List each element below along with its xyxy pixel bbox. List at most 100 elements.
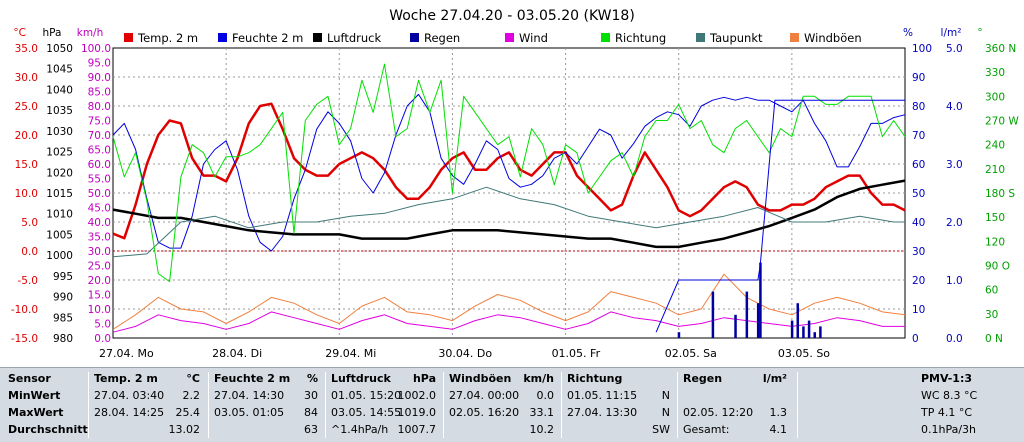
rain-bar xyxy=(745,291,749,338)
rain-bar xyxy=(759,262,762,338)
row-label: MinWert xyxy=(8,389,61,402)
humidity-tick-label: 60 xyxy=(912,159,925,171)
humidity-tick-label: 0 xyxy=(912,333,919,345)
temp-tick-label: 20.0 xyxy=(15,130,38,142)
pressure-tick-label: 1040 xyxy=(46,84,73,96)
rain-tick-label: 4.0 xyxy=(946,101,963,113)
legend-label: Feuchte 2 m xyxy=(232,31,303,45)
pmv-min: WC 8.3 °C xyxy=(797,387,1024,404)
taupunkt-series xyxy=(112,186,905,258)
row-label-avg: Durchschnitt xyxy=(0,421,88,438)
wind-tick-label: 30.0 xyxy=(88,246,111,258)
stat-avg: 63 xyxy=(208,421,324,438)
stat-value: 1019.0 xyxy=(397,406,437,419)
column-separator xyxy=(443,372,444,438)
legend-swatch xyxy=(790,33,799,42)
stat-column: Richtung 01.05. 11:15 N 27.04. 13:30 N SW xyxy=(561,368,676,442)
row-label: Durchschnitt xyxy=(8,423,88,436)
pressure-tick-label: 1030 xyxy=(46,126,73,138)
pmv-title: PMV-1:3 xyxy=(797,370,1024,387)
pressure-tick-label: 985 xyxy=(53,312,73,324)
x-tick-label: 27.04. Mo xyxy=(99,347,154,360)
regen-series xyxy=(655,99,905,333)
column-separator xyxy=(88,372,89,438)
stat-min: 01.05. 15:20 1002.0 xyxy=(325,387,442,404)
pressure-tick-label: 1025 xyxy=(46,147,73,159)
pmv-value: TP 4.1 °C xyxy=(921,406,973,419)
stat-title: Feuchte 2 m xyxy=(214,372,291,385)
stat-value: 2.2 xyxy=(182,389,201,402)
column-separator xyxy=(677,372,678,438)
x-tick-label: 28.04. Di xyxy=(212,347,262,360)
pressure-tick-label: 1005 xyxy=(46,229,73,241)
rain-tick-label: 1.0 xyxy=(946,275,963,287)
direction-tick-label: 90 O xyxy=(985,261,1010,273)
stat-value: 1002.0 xyxy=(397,389,437,402)
column-separator xyxy=(797,372,798,438)
pressure-tick-label: 1035 xyxy=(46,105,73,117)
wind-tick-label: 65.0 xyxy=(88,145,111,157)
temp-tick-label: 0.0 xyxy=(21,246,38,258)
stat-header: Luftdruck hPa xyxy=(325,370,442,387)
row-label-column: Sensor MinWert MaxWert Durchschnitt xyxy=(0,368,88,442)
wind-tick-label: 40.0 xyxy=(88,217,111,229)
stat-value: N xyxy=(661,389,670,402)
stat-unit: km/h xyxy=(523,372,554,385)
wind-tick-label: 95.0 xyxy=(88,58,111,70)
humidity-tick-label: 80 xyxy=(912,101,925,113)
pressure-tick-label: 1020 xyxy=(46,167,73,179)
humidity-tick-label: 90 xyxy=(912,72,925,84)
stat-annotation: 28.04. 14:25 xyxy=(94,406,165,419)
stat-min xyxy=(677,387,793,404)
stat-value: 84 xyxy=(304,406,318,419)
stat-annotation: 01.05. 11:15 xyxy=(567,389,638,402)
humidity-unit: % xyxy=(903,27,913,39)
stat-min: 01.05. 11:15 N xyxy=(561,387,676,404)
stat-value: 33.1 xyxy=(529,406,555,419)
stat-annotation: ^1.4hPa/h xyxy=(331,423,389,436)
stat-title: Temp. 2 m xyxy=(94,372,158,385)
rain-bar xyxy=(756,303,760,338)
humidity-tick-label: 50 xyxy=(912,188,925,200)
windb-en-series xyxy=(112,273,906,330)
row-label-head: Sensor xyxy=(0,370,88,387)
stat-column: Windböen km/h 27.04. 00:00 0.0 02.05. 16:20 3… xyxy=(443,368,560,442)
rain-bar xyxy=(734,314,737,338)
column-separator xyxy=(561,372,562,438)
humidity-tick-label: 40 xyxy=(912,217,925,229)
wind-tick-label: 10.0 xyxy=(88,304,111,316)
humidity-tick-label: 20 xyxy=(912,275,925,287)
wind-tick-label: 20.0 xyxy=(88,275,111,287)
wind-tick-label: 0.0 xyxy=(94,333,111,345)
temp-tick-label: 30.0 xyxy=(15,72,38,84)
stat-title: Richtung xyxy=(567,372,623,385)
rain-tick-label: 0.0 xyxy=(946,333,963,345)
stat-min: 27.04. 03:40 2.2 xyxy=(88,387,206,404)
legend-label: Luftdruck xyxy=(327,31,381,45)
stat-min: 27.04. 00:00 0.0 xyxy=(443,387,560,404)
stat-avg: Gesamt: 4.1 xyxy=(677,421,793,438)
rain-bar xyxy=(677,332,681,338)
row-label: MaxWert xyxy=(8,406,64,419)
direction-tick-label: 300 xyxy=(985,91,1005,103)
direction-tick-label: 30 xyxy=(985,309,998,321)
stat-annotation: 02.05. 16:20 xyxy=(449,406,520,419)
wind-tick-label: 85.0 xyxy=(88,87,111,99)
direction-tick-label: 0 N xyxy=(985,333,1003,345)
stat-column: Feuchte 2 m% 27.04. 14:30 30 03.05. 01:05 84… xyxy=(208,368,324,442)
stat-title: Windböen xyxy=(449,372,512,385)
stat-header: Regen l/m² xyxy=(677,370,793,387)
rain-bar xyxy=(711,291,715,338)
rain-tick-label: 2.0 xyxy=(946,217,963,229)
rain-bar xyxy=(813,332,816,338)
legend-swatch xyxy=(218,33,227,42)
legend-swatch xyxy=(696,33,705,42)
luftdruck-series xyxy=(112,179,906,249)
legend-swatch xyxy=(313,33,322,42)
pressure-tick-label: 995 xyxy=(53,271,73,283)
stat-min: 27.04. 14:30 30 xyxy=(208,387,324,404)
feuchte-2-m-series xyxy=(112,93,906,252)
temp-2-m-series xyxy=(112,102,906,240)
wind-tick-label: 15.0 xyxy=(88,290,111,302)
rain-tick-label: 5.0 xyxy=(946,43,963,55)
